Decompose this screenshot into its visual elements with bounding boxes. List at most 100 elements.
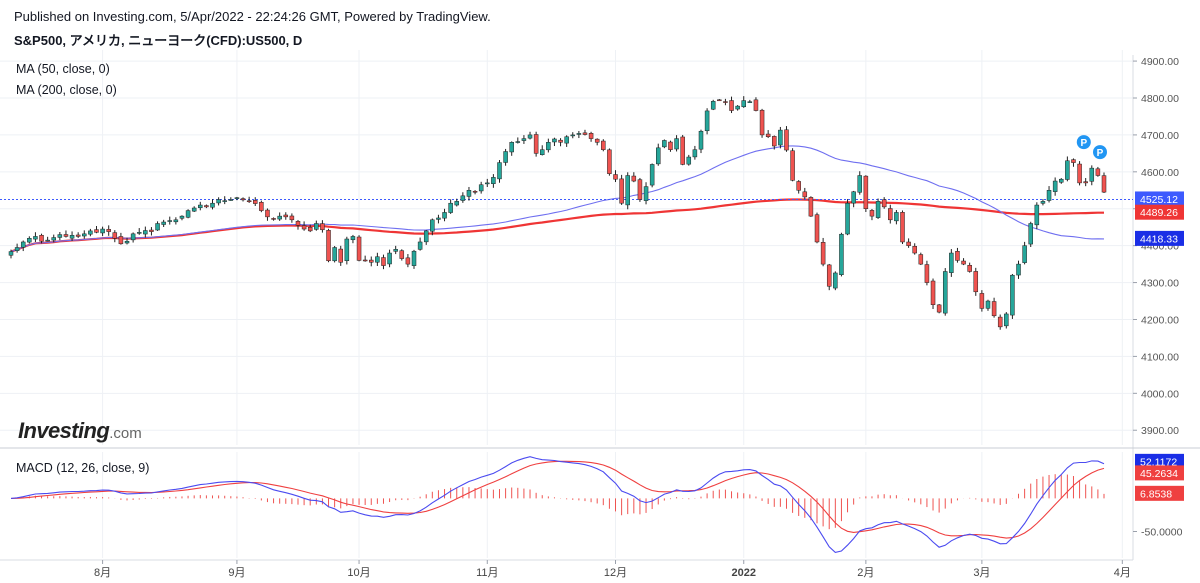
candle-body <box>967 265 972 272</box>
candle-body <box>930 280 936 305</box>
candle-body <box>75 234 81 237</box>
candle-body <box>509 142 514 153</box>
x-tick-label: 10月 <box>347 567 370 579</box>
candle-body <box>136 232 142 234</box>
candle-body <box>985 300 991 309</box>
ma200-legend[interactable]: MA (200, close, 0) <box>16 83 117 97</box>
candle-body <box>637 179 643 200</box>
candle-body <box>375 256 380 263</box>
candle-body <box>717 99 722 102</box>
candle-body <box>820 242 826 265</box>
candle-body <box>295 221 301 226</box>
candle-body <box>94 229 99 233</box>
candle-body <box>680 136 685 165</box>
logo-brand: Investing <box>18 418 110 443</box>
candle-body <box>112 232 118 239</box>
candle-body <box>362 259 368 262</box>
candle-body <box>45 239 50 242</box>
histogram-value-label-box <box>1135 485 1184 501</box>
candle-body <box>949 252 954 273</box>
investing-logo: Investing.com <box>18 418 142 444</box>
candle-body <box>631 175 637 182</box>
candle-body <box>63 234 69 237</box>
candle-body <box>185 210 191 218</box>
candle-body <box>265 209 270 218</box>
y-tick-label: 4700.00 <box>1141 130 1179 142</box>
candle-body <box>387 252 392 265</box>
candle-body <box>839 233 844 276</box>
candle-body <box>417 241 423 250</box>
candle-body <box>906 241 911 246</box>
candle-body <box>216 199 221 204</box>
candle-body <box>436 217 441 220</box>
x-tick-label: 11月 <box>476 567 498 579</box>
candle-body <box>301 225 307 230</box>
candle-body <box>698 130 704 150</box>
candle-body <box>552 138 557 143</box>
candle-body <box>466 190 472 197</box>
candle-body <box>1101 175 1107 193</box>
event-marker-label: P <box>1097 148 1104 159</box>
candle-body <box>515 141 521 143</box>
candle-body <box>704 110 710 132</box>
candle-body <box>1095 168 1101 176</box>
candle-body <box>1028 223 1033 245</box>
candle-body <box>8 251 14 256</box>
candle-body <box>912 245 917 254</box>
candle-body <box>393 249 398 252</box>
ma50-legend[interactable]: MA (50, close, 0) <box>16 62 110 76</box>
last-price-label-box <box>1135 191 1184 207</box>
y-tick-label: 4900.00 <box>1141 56 1179 68</box>
candle-body <box>1071 159 1076 163</box>
ma200-value-label: 4489.26 <box>1140 207 1178 219</box>
y-tick-label: 4000.00 <box>1141 388 1179 400</box>
candle-body <box>692 149 698 158</box>
candle-body <box>533 134 539 154</box>
candle-body <box>210 202 215 208</box>
candle-body <box>259 202 264 211</box>
candle-body <box>1077 163 1082 184</box>
candle-body <box>991 301 997 317</box>
event-markers[interactable]: PP <box>1076 135 1107 160</box>
candle-body <box>33 236 38 240</box>
candle-body <box>833 272 838 289</box>
candle-body <box>625 175 630 206</box>
candle-body <box>82 233 87 237</box>
y-tick-label: 4800.00 <box>1141 93 1179 105</box>
candle-body <box>973 271 979 293</box>
event-marker-icon <box>1093 145 1107 160</box>
candle-body <box>69 235 75 239</box>
candle-body <box>454 201 459 206</box>
candle-body <box>130 233 136 241</box>
candle-body <box>20 241 26 248</box>
y-tick-label: -50.0000 <box>1141 527 1183 539</box>
candle-body <box>668 141 673 150</box>
macd-legend[interactable]: MACD (12, 26, close, 9) <box>16 461 150 475</box>
candle-body <box>759 109 765 136</box>
candle-body <box>723 101 728 103</box>
candle-body <box>826 264 832 287</box>
candle-body <box>191 207 197 212</box>
candle-body <box>778 129 783 146</box>
price-axis[interactable]: 4900.004800.004700.004600.004500.004400.… <box>1133 56 1183 539</box>
candle-body <box>234 197 240 199</box>
candle-body <box>710 101 716 110</box>
candle-body <box>845 202 850 235</box>
candle-body <box>283 214 289 218</box>
candle-body <box>772 136 777 147</box>
candle-body <box>582 132 588 135</box>
ma200-path <box>10 198 1104 253</box>
candle-body <box>674 138 679 150</box>
time-axis[interactable]: 8月 9月 10月 11月 12月 2022 2月 3月 4月 <box>94 560 1131 579</box>
signal-value-label-box <box>1135 465 1184 481</box>
candle-body <box>39 234 44 242</box>
candle-body <box>1016 263 1021 276</box>
ma50-value-label-box <box>1135 230 1184 246</box>
candle-body <box>869 210 875 217</box>
signal-value-label: 45.2634 <box>1140 468 1178 480</box>
candle-body <box>430 219 435 232</box>
ma50-path <box>10 145 1105 253</box>
candle-body <box>369 259 374 263</box>
candle-body <box>686 156 692 165</box>
